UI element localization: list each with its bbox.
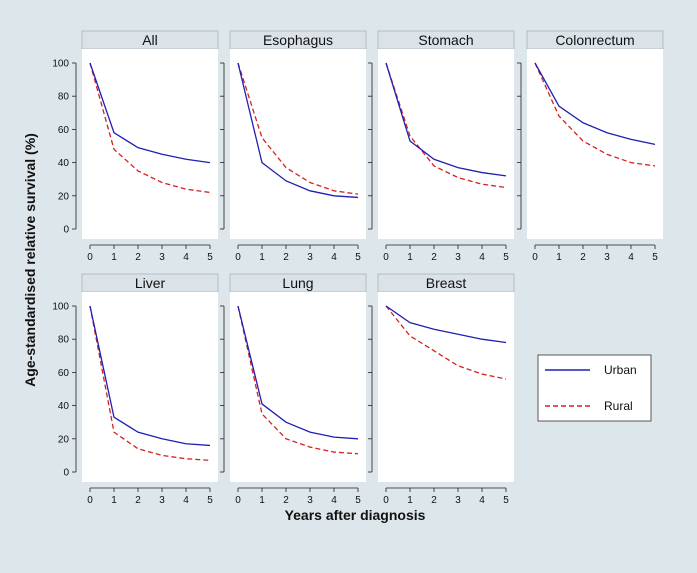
series-line-rural (89, 305, 211, 462)
x-tick-label: 1 (111, 495, 117, 506)
x-tick-label: 5 (355, 495, 361, 506)
x-tick-label: 4 (183, 252, 189, 263)
y-tick-label: 20 (58, 191, 70, 202)
plot-area (378, 292, 514, 482)
x-tick-label: 2 (580, 252, 586, 263)
panel-title: All (142, 32, 158, 48)
x-axis-title: Years after diagnosis (285, 507, 426, 523)
x-tick-label: 5 (652, 252, 658, 263)
series-line-urban (89, 62, 211, 164)
panel-title: Stomach (418, 32, 473, 48)
y-tick-label: 40 (58, 401, 70, 412)
panel-title: Breast (426, 275, 467, 291)
x-tick-label: 0 (235, 495, 241, 506)
x-tick-label: 5 (503, 495, 509, 506)
series-line-rural (89, 62, 211, 194)
legend: Urban Rural (537, 354, 652, 422)
series-line-rural (237, 62, 359, 195)
legend-box (537, 354, 652, 422)
y-tick-label: 60 (58, 368, 70, 379)
plot-area (527, 49, 663, 239)
x-tick-label: 2 (283, 252, 289, 263)
panel-all: All 0 20 40 60 80 100 0 1 2 3 4 5 (52, 30, 219, 263)
x-tick-label: 1 (259, 252, 265, 263)
panel-liver: Liver 0 20 40 60 80 100 0 1 2 3 4 5 (52, 273, 219, 506)
panel-title: Lung (282, 275, 313, 291)
plot-area (230, 49, 366, 239)
x-tick-label: 1 (111, 252, 117, 263)
x-tick-label: 2 (283, 495, 289, 506)
x-tick-label: 4 (331, 252, 337, 263)
y-tick-label: 60 (58, 125, 70, 136)
series-line-rural (237, 305, 359, 455)
x-tick-label: 3 (159, 252, 165, 263)
x-tick-label: 0 (383, 495, 389, 506)
legend-rural-label: Rural (604, 399, 633, 413)
panel-lung: Lung 0 1 2 3 4 5 (220, 273, 367, 506)
panel-colonrectum: Colonrectum 0 1 2 3 4 5 (517, 30, 664, 263)
x-tick-label: 2 (135, 495, 141, 506)
series-line-urban (385, 305, 507, 344)
x-tick-label: 2 (135, 252, 141, 263)
plot-area (378, 49, 514, 239)
series-line-rural (534, 62, 656, 167)
y-axis-title: Age-standardised relative survival (%) (22, 133, 38, 387)
plot-area (230, 292, 366, 482)
panel-breast: Breast 0 1 2 3 4 5 (368, 273, 515, 506)
x-tick-label: 3 (455, 252, 461, 263)
y-tick-label: 100 (52, 302, 69, 313)
x-tick-label: 3 (307, 495, 313, 506)
plot-area (82, 49, 218, 239)
x-tick-label: 4 (628, 252, 634, 263)
x-tick-label: 3 (307, 252, 313, 263)
series-line-rural (385, 305, 507, 380)
panel-stomach: Stomach 0 1 2 3 4 5 (368, 30, 515, 263)
x-tick-label: 5 (207, 495, 213, 506)
x-tick-label: 5 (503, 252, 509, 263)
y-tick-label: 100 (52, 59, 69, 70)
y-tick-label: 0 (63, 468, 69, 479)
series-line-urban (237, 305, 359, 440)
x-tick-label: 1 (407, 495, 413, 506)
series-line-urban (89, 305, 211, 447)
x-tick-label: 4 (479, 252, 485, 263)
y-tick-label: 20 (58, 434, 70, 445)
x-tick-label: 1 (407, 252, 413, 263)
y-tick-label: 40 (58, 158, 70, 169)
x-tick-label: 0 (235, 252, 241, 263)
y-tick-label: 0 (63, 225, 69, 236)
x-tick-label: 1 (259, 495, 265, 506)
x-tick-label: 0 (87, 252, 93, 263)
series-line-urban (385, 62, 507, 177)
x-tick-label: 5 (207, 252, 213, 263)
series-line-urban (534, 62, 656, 145)
x-tick-label: 3 (159, 495, 165, 506)
x-tick-label: 1 (556, 252, 562, 263)
x-tick-label: 2 (431, 252, 437, 263)
x-tick-label: 3 (604, 252, 610, 263)
x-tick-label: 5 (355, 252, 361, 263)
x-tick-label: 3 (455, 495, 461, 506)
y-tick-label: 80 (58, 92, 70, 103)
series-line-rural (385, 62, 507, 189)
panel-title: Colonrectum (555, 32, 634, 48)
series-line-urban (237, 62, 359, 199)
x-tick-label: 0 (532, 252, 538, 263)
x-tick-label: 2 (431, 495, 437, 506)
legend-urban-label: Urban (604, 363, 637, 377)
x-tick-label: 4 (183, 495, 189, 506)
panel-title: Liver (135, 275, 166, 291)
panel-esophagus: Esophagus 0 1 2 3 4 5 (220, 30, 367, 263)
x-tick-label: 0 (87, 495, 93, 506)
x-tick-label: 4 (331, 495, 337, 506)
x-tick-label: 0 (383, 252, 389, 263)
y-tick-label: 80 (58, 335, 70, 346)
panel-title: Esophagus (263, 32, 333, 48)
x-tick-label: 4 (479, 495, 485, 506)
plot-area (82, 292, 218, 482)
